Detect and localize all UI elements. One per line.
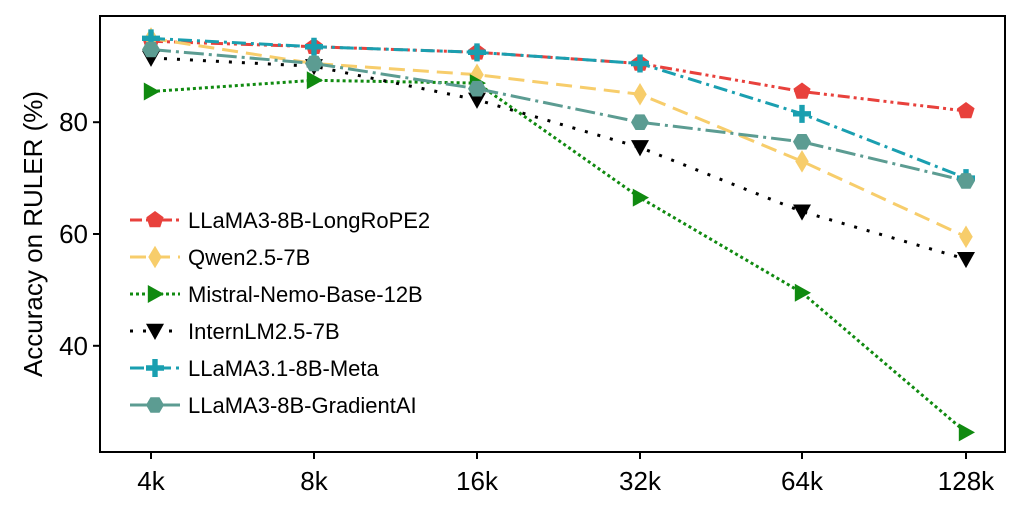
data-point-qwen2-5-7b-32k xyxy=(633,83,647,106)
data-point-mistral-nemo-base-12b-64k xyxy=(794,283,811,302)
x-tick-label-8k: 8k xyxy=(300,466,328,496)
x-tick-label-32k: 32k xyxy=(619,466,662,496)
series-markers xyxy=(142,27,975,442)
series-line-llama3-1-8b-meta xyxy=(150,36,967,180)
data-point-internlm2-5-7b-128k xyxy=(957,251,975,269)
legend-label-llama3-1-8b-meta: LLaMA3.1-8B-Meta xyxy=(188,356,380,381)
series-line-mistral-nemo-base-12b xyxy=(150,78,967,434)
data-point-llama3-8b-gradientai-64k xyxy=(793,134,811,150)
y-axis-title: Accuracy on RULER (%) xyxy=(18,91,48,377)
data-point-internlm2-5-7b-64k xyxy=(793,204,811,221)
data-point-internlm2-5-7b-16k xyxy=(468,92,486,109)
x-tick-label-64k: 64k xyxy=(781,466,824,496)
data-point-llama3-1-8b-meta-32k xyxy=(631,54,649,73)
y-tick-label-40: 40 xyxy=(59,331,88,361)
legend: LLaMA3-8B-LongRoPE2 Qwen2.5-7B Mistral-Nem… xyxy=(130,208,430,418)
data-point-llama3-1-8b-meta-4k xyxy=(142,29,160,48)
data-point-llama3-1-8b-meta-64k xyxy=(793,104,811,123)
plot-frame xyxy=(99,15,1006,453)
data-point-mistral-nemo-base-12b-4k xyxy=(143,82,160,101)
y-tick-label-60: 60 xyxy=(59,219,88,249)
data-point-llama3-8b-gradientai-128k xyxy=(957,173,975,189)
legend-marker-llama3-8b-longrope2 xyxy=(146,211,164,228)
data-point-llama3-1-8b-meta-16k xyxy=(468,43,486,62)
data-point-qwen2-5-7b-128k xyxy=(959,225,973,249)
data-point-llama3-8b-gradientai-16k xyxy=(468,80,486,97)
x-axis-ticks: 4k 8k 16k 32k 64k 128k xyxy=(137,452,995,496)
data-point-llama3-8b-gradientai-4k xyxy=(142,41,160,58)
y-tick-label-80: 80 xyxy=(59,107,88,137)
data-point-llama3-8b-longrope2-128k xyxy=(957,102,975,119)
legend-marker-mistral-nemo-base-12b xyxy=(147,285,164,303)
series-line-internlm2-5-7b xyxy=(150,56,967,261)
legend-marker-internlm2-5-7b xyxy=(146,323,164,340)
data-point-mistral-nemo-base-12b-8k xyxy=(306,71,323,90)
x-tick-label-128k: 128k xyxy=(938,466,995,496)
series-line-llama3-8b-longrope2 xyxy=(150,39,967,113)
data-point-llama3-8b-gradientai-32k xyxy=(631,114,649,130)
data-point-llama3-1-8b-meta-8k xyxy=(305,37,323,56)
data-point-qwen2-5-7b-64k xyxy=(795,150,809,173)
legend-label-llama3-8b-gradientai: LLaMA3-8B-GradientAI xyxy=(188,393,417,418)
legend-marker-llama3-1-8b-meta xyxy=(146,359,164,377)
data-point-internlm2-5-7b-32k xyxy=(631,140,649,157)
data-point-llama3-8b-longrope2-64k xyxy=(793,82,811,99)
legend-label-mistral-nemo-base-12b: Mistral-Nemo-Base-12B xyxy=(188,282,423,307)
legend-label-qwen2-5-7b: Qwen2.5-7B xyxy=(188,245,310,270)
data-point-mistral-nemo-base-12b-32k xyxy=(632,188,649,207)
legend-marker-llama3-8b-gradientai xyxy=(146,397,164,413)
legend-label-llama3-8b-longrope2: LLaMA3-8B-LongRoPE2 xyxy=(188,208,430,233)
series-line-llama3-8b-gradientai xyxy=(150,48,967,183)
legend-marker-qwen2-5-7b xyxy=(148,245,162,269)
data-point-mistral-nemo-base-12b-128k xyxy=(958,423,975,442)
x-tick-label-16k: 16k xyxy=(456,466,499,496)
series-line-qwen2-5-7b xyxy=(150,36,967,239)
data-point-llama3-8b-gradientai-8k xyxy=(305,55,323,72)
series-lines xyxy=(150,36,967,434)
legend-label-internlm2-5-7b: InternLM2.5-7B xyxy=(188,319,340,344)
y-axis-ticks: 40 60 80 xyxy=(59,107,100,361)
x-tick-label-4k: 4k xyxy=(137,466,165,496)
